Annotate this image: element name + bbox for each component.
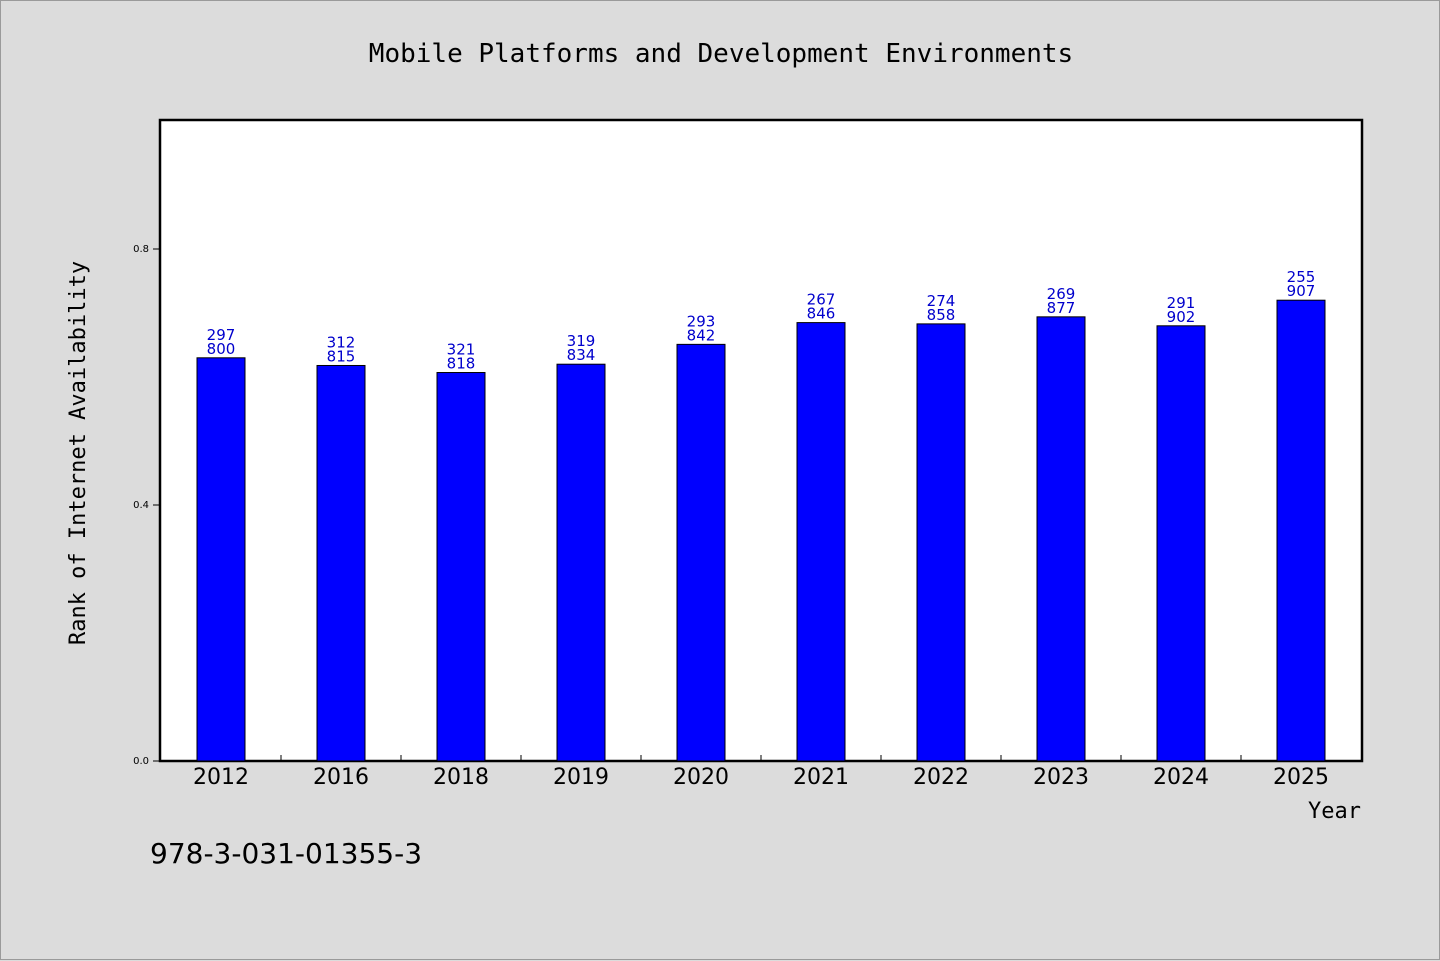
bar-2020: [676, 343, 726, 762]
x-axis-label: Year: [1308, 799, 1361, 824]
data-label: 274: [927, 292, 956, 310]
x-tick-label: 2018: [433, 765, 489, 790]
data-label: 858: [927, 306, 956, 324]
x-axis-ticks: 2012 2016 2018 2019 2020 2021 2022 2023 2024 2025: [193, 755, 1329, 790]
data-label: 267: [807, 291, 836, 309]
x-tick-label: 2020: [673, 765, 729, 790]
y-tick-label: 0.0: [133, 756, 149, 767]
x-tick-label: 2022: [913, 765, 969, 790]
x-tick-label: 2012: [193, 765, 249, 790]
x-tick-label: 2025: [1273, 765, 1329, 790]
data-label: 877: [1047, 299, 1076, 317]
x-tick-label: 2024: [1153, 765, 1209, 790]
data-label: 902: [1167, 308, 1196, 326]
bar-2024: [1156, 325, 1206, 762]
data-label: 815: [327, 347, 356, 365]
x-tick-label: 2021: [793, 765, 849, 790]
data-label: 842: [687, 326, 716, 344]
x-tick-label: 2023: [1033, 765, 1089, 790]
data-label: 255: [1287, 268, 1316, 286]
data-label: 293: [687, 312, 716, 330]
data-label: 312: [327, 333, 356, 351]
y-tick-label: 0.8: [133, 244, 149, 255]
data-label: 800: [207, 340, 236, 358]
bar-2018: [436, 372, 486, 762]
data-label: 321: [447, 341, 476, 359]
x-tick-label: 2019: [553, 765, 609, 790]
bar-2022: [916, 323, 966, 762]
data-label: 846: [807, 305, 836, 323]
data-label: 907: [1287, 282, 1316, 300]
data-label: 818: [447, 355, 476, 373]
bar-2016: [316, 364, 366, 762]
chart-title: Mobile Platforms and Development Environ…: [369, 39, 1073, 69]
bar-2019: [556, 363, 606, 762]
bar-2012: [196, 357, 246, 762]
isbn-text: 978-3-031-01355-3: [150, 837, 422, 870]
bar-2025: [1276, 299, 1326, 762]
y-axis-label: Rank of Internet Availability: [66, 261, 91, 645]
data-label: 291: [1167, 294, 1196, 312]
y-axis-ticks: 0.0 0.4 0.8: [133, 244, 161, 767]
bar-series: [196, 299, 1326, 762]
data-label: 297: [207, 326, 236, 344]
bar-2023: [1036, 316, 1086, 762]
x-tick-label: 2016: [313, 765, 369, 790]
bar-2021: [796, 322, 846, 762]
data-label: 269: [1047, 285, 1076, 303]
data-label: 319: [567, 332, 596, 350]
y-tick-label: 0.4: [133, 500, 149, 511]
data-label: 834: [567, 346, 596, 364]
